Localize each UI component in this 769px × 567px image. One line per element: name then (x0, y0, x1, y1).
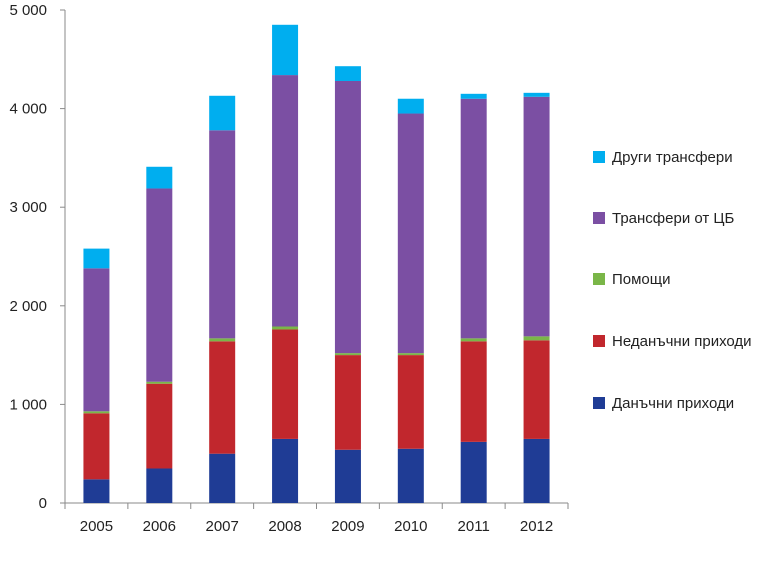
chart-axes (60, 9, 569, 509)
x-tick-label: 2006 (143, 518, 176, 535)
legend-swatch (593, 273, 605, 285)
bar-segment (272, 75, 299, 327)
legend-label: Помощи (612, 271, 671, 288)
bar-segment (523, 438, 550, 503)
x-tick-label: 2007 (206, 518, 239, 535)
legend-label: Данъчни приходи (612, 395, 734, 412)
legend-label: Други трансфери (612, 149, 733, 166)
bar-segment (272, 329, 299, 439)
bar-segment (460, 98, 487, 339)
bar-segment (146, 468, 173, 503)
x-tick-label: 2011 (458, 518, 490, 535)
bar-segment (460, 93, 487, 99)
bar-segment (523, 92, 550, 97)
bar-segment (334, 353, 361, 356)
bar-segment (209, 338, 236, 342)
bar-segment (146, 381, 173, 384)
legend-label: Трансфери от ЦБ (612, 210, 735, 227)
bar-segment (146, 166, 173, 189)
bar-segment (83, 248, 110, 269)
bar-segment (397, 98, 424, 114)
legend-swatch (593, 397, 605, 409)
legend-swatch (593, 151, 605, 163)
y-tick-label: 1 000 (9, 396, 47, 413)
legend-swatch (593, 335, 605, 347)
bar-segment (334, 449, 361, 503)
x-tick-label: 2009 (331, 518, 364, 535)
x-axis-tick-labels: 2005 2006 2007 2008 2009 2010 2011 2012 (80, 518, 554, 535)
bar-segment (209, 95, 236, 131)
chart-legend: Други трансфери Трансфери от ЦБ Помощи Неда… (593, 149, 752, 412)
x-tick-label: 2012 (520, 518, 553, 535)
bar-segment (397, 355, 424, 449)
bar-segment (209, 453, 236, 503)
bar-segment (334, 66, 361, 81)
bar-segment (460, 441, 487, 503)
bar-segment (460, 338, 487, 342)
y-tick-label: 2 000 (9, 298, 47, 315)
legend-swatch (593, 212, 605, 224)
bar-segment (209, 130, 236, 339)
bar-segment (334, 355, 361, 450)
x-tick-label: 2008 (268, 518, 301, 535)
bar-segment (146, 188, 173, 382)
bar-segment (146, 383, 173, 469)
bar-segment (397, 113, 424, 354)
bar-segment (523, 340, 550, 439)
y-tick-label: 0 (39, 495, 47, 512)
bar-segment (83, 413, 110, 480)
bar-segment (83, 268, 110, 412)
bar-segment (397, 353, 424, 356)
bar-segment (523, 336, 550, 341)
bar-segment (272, 24, 299, 76)
x-tick-label: 2010 (394, 518, 427, 535)
legend-label: Неданъчни приходи (612, 333, 752, 350)
y-axis-tick-labels: 0 1 000 2 000 3 000 4 000 5 000 (9, 2, 47, 512)
chart-bars (83, 24, 550, 503)
y-tick-label: 5 000 (9, 2, 47, 19)
bar-segment (334, 80, 361, 354)
bar-segment (397, 448, 424, 503)
bar-segment (83, 411, 110, 414)
bar-segment (272, 438, 299, 503)
bar-segment (272, 326, 299, 330)
y-tick-label: 3 000 (9, 199, 47, 216)
bar-segment (83, 479, 110, 503)
x-tick-label: 2005 (80, 518, 113, 535)
bar-segment (209, 341, 236, 454)
y-tick-label: 4 000 (9, 101, 47, 118)
bar-segment (523, 96, 550, 337)
bar-segment (460, 341, 487, 442)
